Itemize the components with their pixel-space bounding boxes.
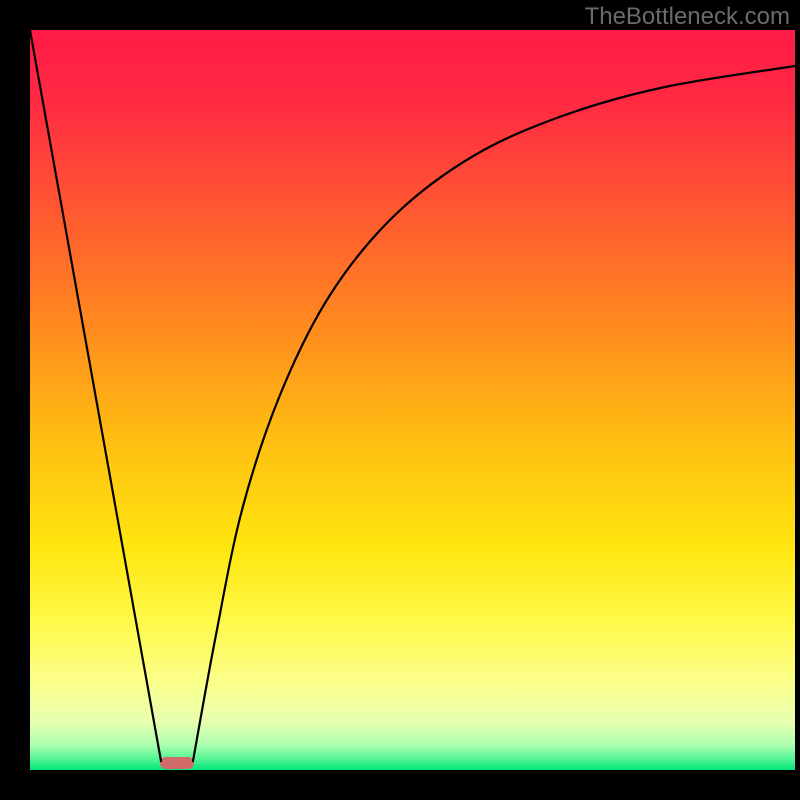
optimal-marker [160,757,194,769]
plot-area-gradient [30,30,795,770]
bottleneck-chart: TheBottleneck.com [0,0,800,800]
watermark-text: TheBottleneck.com [585,3,790,30]
chart-container: TheBottleneck.com [0,0,800,800]
